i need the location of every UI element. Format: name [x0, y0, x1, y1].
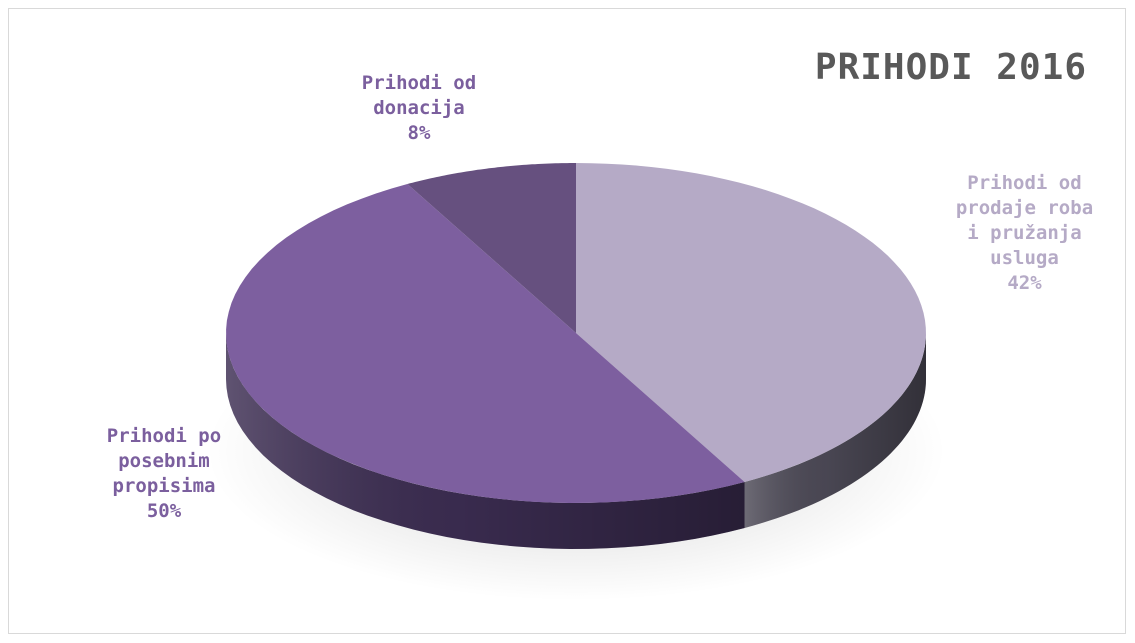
slice-label-sales: Prihodi od prodaje roba i pružanja uslug…: [922, 171, 1127, 296]
slice-special-regulations: [226, 184, 745, 503]
slice-side-shade-special-regulations: [226, 333, 745, 549]
chart-title: PRIHODI 2016: [814, 47, 1087, 88]
slice-side-shade-sales: [744, 333, 926, 528]
slice-label-special-regulations: Prihodi po posebnim propisima 50%: [54, 424, 274, 524]
pie-sides: [226, 333, 926, 549]
slice-label-line: i pružanja: [967, 222, 1082, 244]
slice-sales: [576, 163, 926, 482]
slice-label-line: usluga: [990, 247, 1059, 269]
slice-label-line: Prihodi od: [967, 172, 1082, 194]
pie-chart: [206, 163, 946, 601]
slice-label-line: prodaje roba: [955, 197, 1094, 219]
chart-frame: PRIHODI 2016 Prihodi od prodaje roba i p…: [8, 8, 1126, 634]
slice-label-line: Prihodi po: [106, 425, 222, 447]
slice-label-line: Prihodi od: [361, 72, 477, 94]
slice-label-donations: Prihodi od donacija 8%: [309, 71, 529, 146]
slice-donations: [407, 163, 576, 333]
slice-label-line: propisima: [112, 475, 216, 497]
slice-label-line: donacija: [373, 97, 465, 119]
pie-tops: [226, 163, 926, 503]
slice-percent: 8%: [407, 122, 431, 144]
slice-label-line: posebnim: [118, 450, 210, 472]
slice-percent: 50%: [146, 500, 182, 522]
slice-percent: 42%: [1007, 272, 1042, 294]
